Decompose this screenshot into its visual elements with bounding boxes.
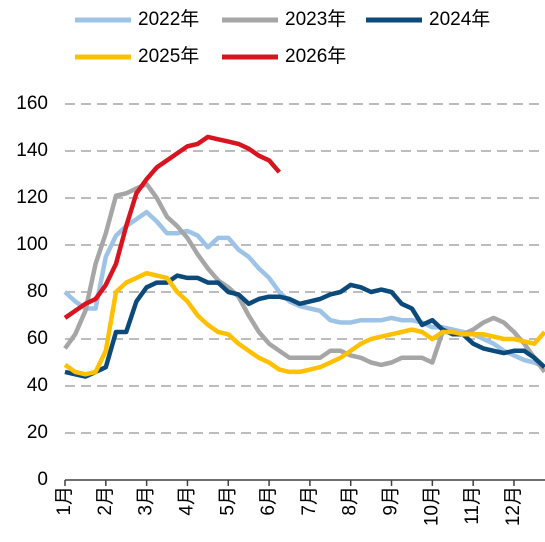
x-tick-label: 2月 <box>95 486 116 516</box>
y-tick-label: 140 <box>16 140 48 161</box>
y-tick-label: 80 <box>27 281 48 302</box>
series-line <box>63 134 282 320</box>
series-line <box>64 273 545 379</box>
x-tick-label: 3月 <box>136 486 157 516</box>
legend-label: 2022年 <box>138 8 199 30</box>
x-tick-label: 9月 <box>381 486 402 516</box>
x-tick-label: 5月 <box>217 486 238 516</box>
legend-label: 2026年 <box>285 45 346 67</box>
y-tick-label: 120 <box>16 187 48 208</box>
legend-label: 2024年 <box>429 8 490 30</box>
x-tick-label: 7月 <box>299 486 320 516</box>
x-tick-label: 4月 <box>176 486 197 516</box>
x-tick-label: 8月 <box>340 486 361 516</box>
y-tick-label: 100 <box>16 234 48 255</box>
y-tick-label: 160 <box>16 93 48 114</box>
x-tick-label: 10月 <box>421 486 442 526</box>
x-tick-label: 12月 <box>503 486 524 526</box>
series-line <box>63 270 545 377</box>
legend-label: 2025年 <box>138 45 199 67</box>
y-tick-label: 60 <box>27 328 48 349</box>
y-tick-label: 0 <box>37 469 48 490</box>
y-tick-label: 20 <box>27 422 48 443</box>
x-tick-label: 6月 <box>258 486 279 516</box>
legend-label: 2023年 <box>285 8 346 30</box>
x-tick-label: 11月 <box>462 486 483 525</box>
y-tick-label: 40 <box>27 375 48 396</box>
x-tick-label: 1月 <box>54 486 75 516</box>
